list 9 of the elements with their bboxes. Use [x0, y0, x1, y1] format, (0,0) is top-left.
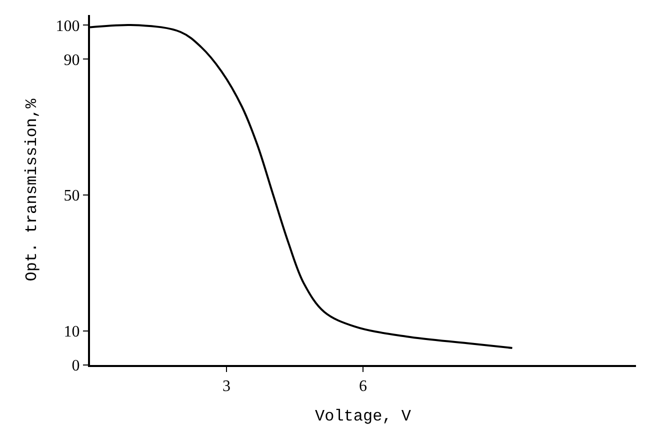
x-tick-label: 3 [222, 378, 230, 396]
x-axis-title: Voltage, V [314, 407, 412, 426]
x-tick-label: 6 [359, 378, 367, 396]
y-tick-label: 10 [64, 324, 80, 341]
y-tick-label: 50 [64, 188, 80, 205]
y-tick-label: 100 [56, 18, 80, 35]
y-tick-label: 90 [64, 52, 80, 69]
y-tick-label: 0 [72, 358, 80, 375]
y-axis-title: Opt. transmission,% [23, 98, 42, 282]
